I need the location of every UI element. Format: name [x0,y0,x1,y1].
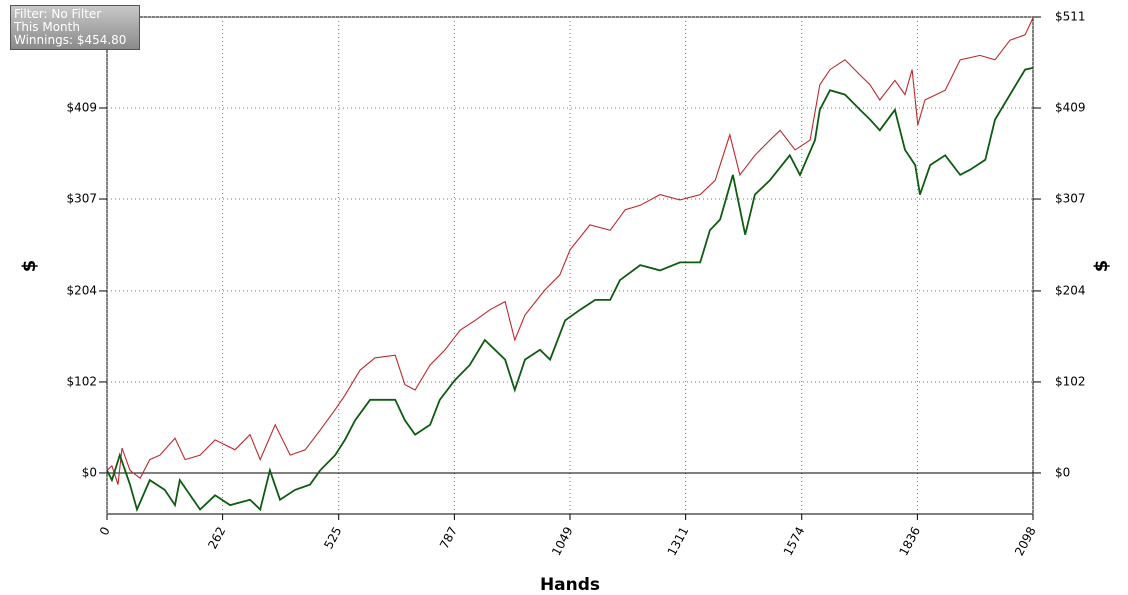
x-tick-label: 2098 [1012,524,1039,558]
x-axis-label: Hands [540,575,600,595]
y-axis-label: $ [19,260,40,273]
x-tick-label: 787 [437,524,460,551]
y-tick-label: $307 [66,192,97,206]
series-line [106,17,1034,485]
y2-tick-label: $0 [1055,465,1070,479]
y2-tick-label: $511 [1055,10,1086,24]
x-tick-label: 1311 [665,524,692,558]
y-tick-label: $409 [66,101,97,115]
info-line: This Month [14,20,80,34]
x-tick-label: 525 [321,524,344,551]
x-tick-label: 262 [205,524,228,551]
y2-tick-label: $409 [1055,101,1086,115]
y-tick-label: $102 [66,374,97,388]
x-tick-label: 1836 [896,524,923,558]
y2-tick-label: $307 [1055,192,1086,206]
series-line [106,67,1034,513]
y2-axis-label: $ [1091,260,1112,273]
info-box: Filter: No Filter This Month Winnings: $… [10,5,140,50]
info-line: Filter: No Filter [14,7,102,21]
x-tick-label: 0 [97,524,113,537]
y-tick-label: $204 [66,283,97,297]
x-tick-label: 1049 [549,524,576,558]
info-line: Winnings: $454.80 [14,33,127,47]
y-tick-label: $0 [82,465,97,479]
y2-tick-label: $204 [1055,283,1086,297]
y2-tick-label: $102 [1055,374,1086,388]
x-tick-label: 1574 [781,524,808,558]
